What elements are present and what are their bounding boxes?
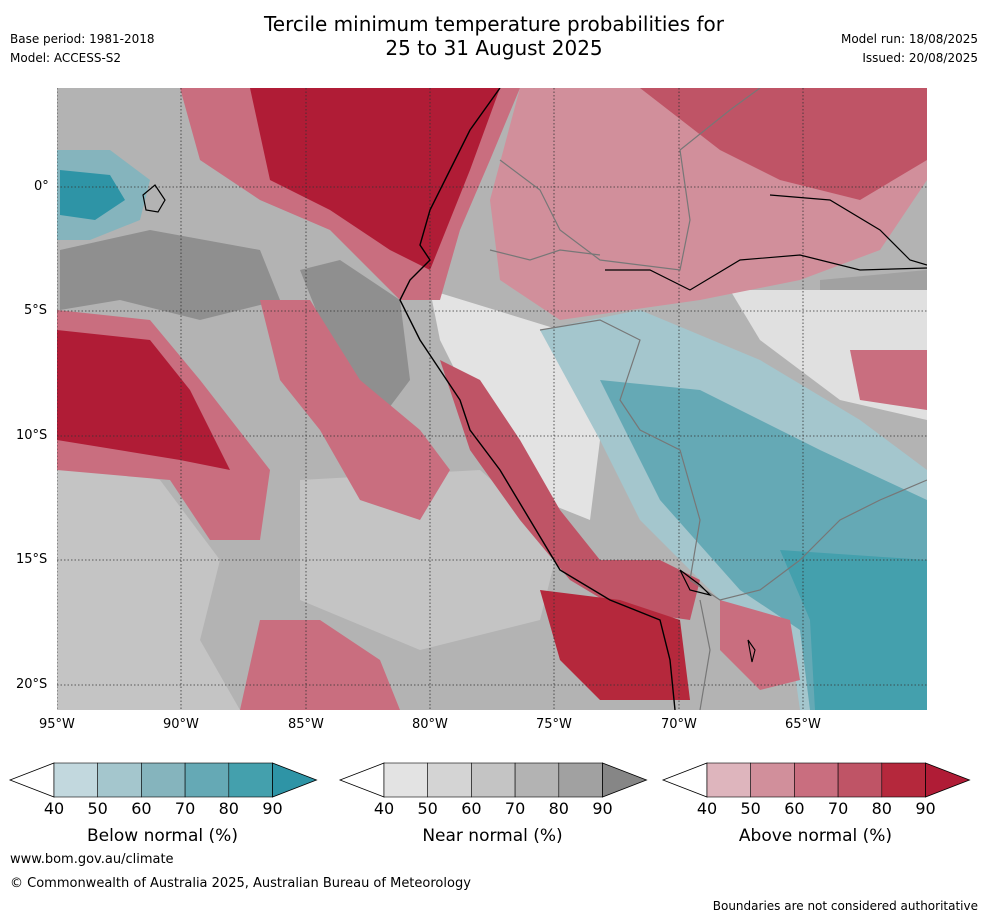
below-normal-tick-label: 70	[174, 799, 196, 818]
lat-label-20s: 20°S	[16, 677, 48, 692]
lat-label-10s: 10°S	[16, 428, 48, 443]
above-normal-colorbar-segment	[881, 762, 926, 798]
above-normal-colorbar-high-end	[925, 762, 971, 798]
above-normal-tick-label: 90	[915, 799, 936, 818]
below-normal-label: Below normal (%)	[87, 826, 238, 846]
below-normal-tick-label: 90	[262, 799, 283, 818]
near-normal-colorbar-segment	[427, 762, 472, 798]
lat-label-15s: 15°S	[16, 552, 48, 567]
near-normal-high-patch	[60, 230, 280, 320]
website-text: www.bom.gov.au/climate	[10, 852, 174, 867]
near-normal-colorbar-segment	[383, 762, 429, 798]
title-line-1: Tercile minimum temperature probabilitie…	[263, 12, 725, 36]
below-normal-tick-label: 40	[43, 799, 65, 818]
above-normal-colorbar-low-end	[661, 762, 708, 798]
above-normal-colorbar-segment	[837, 762, 883, 798]
above-normal-tick-label: 70	[827, 799, 849, 818]
galapagos-islands	[142, 184, 166, 213]
below-normal-colorbar-segment	[184, 762, 230, 798]
country-borders	[489, 88, 927, 710]
above-normal-patch-east	[850, 350, 927, 410]
near-normal-tick-label: 60	[461, 799, 482, 818]
below-normal-tick-label: 60	[131, 799, 152, 818]
near-normal-high-patch	[300, 260, 410, 420]
above-normal-tick-label: 50	[740, 799, 761, 818]
above-normal-high-patch-north	[250, 88, 500, 270]
near-normal-colorbar-high-end	[602, 762, 648, 798]
lake-poopo	[747, 639, 756, 663]
probability-field	[57, 88, 927, 710]
lon-label-80w: 80°W	[412, 717, 448, 732]
near-normal-tick-label: 70	[504, 799, 526, 818]
lon-label-70w: 70°W	[661, 717, 697, 732]
graticule	[57, 88, 927, 710]
near-normal-tick-label: 80	[548, 799, 569, 818]
lon-label-65w: 65°W	[785, 717, 821, 732]
above-normal-patch-central	[260, 300, 450, 520]
lat-label-5s: 5°S	[24, 303, 48, 318]
lon-label-85w: 85°W	[288, 717, 324, 732]
lon-label-75w: 75°W	[536, 717, 572, 732]
above-normal-colorbar-segment	[750, 762, 795, 798]
above-normal-tick-label: 80	[871, 799, 892, 818]
lon-label-90w: 90°W	[163, 717, 199, 732]
issued-text: Issued: 20/08/2025	[862, 51, 978, 65]
pacific-coastline	[399, 88, 676, 710]
lake-titicaca	[679, 569, 712, 597]
near-normal-tick-label: 50	[417, 799, 438, 818]
above-normal-mid-patch-amazon	[640, 88, 927, 200]
near-normal-colorbar-segment	[514, 762, 560, 798]
disclaimer-text: Boundaries are not considered authoritat…	[712, 899, 978, 913]
above-normal-patch-coast	[440, 360, 700, 620]
near-normal-colorbar-segment	[558, 762, 603, 798]
below-normal-tick-label: 50	[87, 799, 108, 818]
map-title: Tercile minimum temperature probabilitie…	[0, 12, 988, 60]
below-normal-colorbar-segment	[141, 762, 186, 798]
copyright-text: © Commonwealth of Australia 2025, Austra…	[10, 876, 471, 891]
below-normal-colorbar-segment	[53, 762, 99, 798]
below-normal-colorbar-high-end	[272, 762, 318, 798]
above-normal-patch-south	[240, 620, 400, 710]
above-normal-tick-label: 60	[784, 799, 805, 818]
near-normal-label: Near normal (%)	[422, 826, 563, 846]
below-normal-colorbar-low-end	[8, 762, 55, 798]
above-normal-patch-altiplano	[720, 600, 800, 690]
model-text: Model: ACCESS-S2	[10, 51, 122, 65]
near-normal-colorbar-low-end	[338, 762, 385, 798]
below-normal-high-patch-bolivia	[780, 550, 927, 710]
lat-label-0: 0°	[34, 179, 49, 194]
above-normal-colorbar-segment	[706, 762, 752, 798]
above-normal-tick-label: 40	[696, 799, 718, 818]
below-normal-colorbar-segment	[97, 762, 142, 798]
colorbars	[8, 762, 971, 798]
below-normal-colorbar-segment	[228, 762, 273, 798]
below-normal-high-patch-galapagos	[60, 170, 125, 220]
below-normal-tick-label: 80	[218, 799, 239, 818]
near-normal-colorbar-segment	[471, 762, 516, 798]
amazon-river	[769, 194, 927, 266]
model-run-text: Model run: 18/08/2025	[840, 32, 978, 46]
amazon-river	[605, 254, 927, 291]
above-normal-high-patch-west	[57, 330, 230, 470]
near-normal-tick-label: 90	[592, 799, 613, 818]
near-normal-tick-label: 40	[373, 799, 395, 818]
above-normal-colorbar-segment	[794, 762, 839, 798]
base-period-text: Base period: 1981-2018	[10, 32, 155, 46]
near-normal-low-patch	[57, 460, 240, 710]
title-line-2: 25 to 31 August 2025	[385, 36, 603, 60]
above-normal-label: Above normal (%)	[738, 826, 893, 846]
near-normal-low-patch	[300, 470, 560, 650]
lon-label-95w: 95°W	[39, 717, 75, 732]
